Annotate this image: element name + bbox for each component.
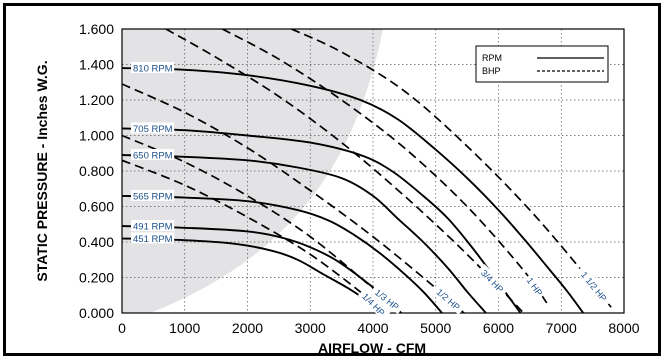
x-tick-label: 7000	[546, 320, 577, 336]
hp-label-background	[357, 287, 391, 321]
series-line-705-rpm	[122, 127, 522, 313]
hp-label-background	[523, 272, 547, 300]
tick-labels: 0 1000 2000 3000 4000 5000 6000 7000 8000 0.000 0.…	[79, 21, 640, 336]
series-line-565-rpm	[122, 194, 443, 313]
series-line-810-rpm	[122, 67, 584, 313]
series-line-1-hp	[222, 29, 550, 307]
y-tick-label: 0.000	[79, 305, 114, 321]
hp-label-background	[476, 263, 510, 297]
rpm-label-background	[131, 122, 175, 134]
x-tick-label: 2000	[232, 320, 263, 336]
legend: RPM BHP	[475, 45, 609, 83]
x-tick-label: 3000	[295, 320, 326, 336]
y-tick-label: 1.400	[79, 57, 114, 73]
series-lines	[122, 29, 613, 313]
legend-label-rpm: RPM	[482, 53, 502, 63]
hp-label-background	[370, 283, 405, 315]
x-tick-label: 5000	[420, 320, 451, 336]
x-tick-label: 4000	[357, 320, 388, 336]
y-tick-label: 0.400	[79, 234, 114, 250]
rpm-label-background	[131, 232, 175, 244]
y-tick-label: 0.600	[79, 199, 114, 215]
series-line-1-3-hp	[122, 134, 405, 313]
y-tick-label: 1.600	[79, 21, 114, 37]
plot-border	[121, 28, 625, 314]
rpm-label-background	[131, 62, 175, 74]
hp-label-background	[576, 264, 614, 308]
rpm-label-background	[131, 189, 175, 201]
y-axis-title: STATIC PRESSURE - Inches W.G.	[34, 60, 50, 281]
rpm-label-background	[131, 220, 175, 232]
x-tick-label: 1000	[169, 320, 200, 336]
y-tick-label: 0.800	[79, 163, 114, 179]
rpm-label-491-rpm: 491 RPM	[133, 222, 173, 233]
rpm-label-451-rpm: 451 RPM	[133, 234, 173, 245]
rpm-label-705-rpm: 705 RPM	[133, 124, 173, 135]
x-axis-title: AIRFLOW - CFM	[318, 340, 426, 356]
hp-label-background	[431, 283, 466, 315]
y-tick-label: 1.000	[79, 128, 114, 144]
rpm-label-650-rpm: 650 RPM	[133, 151, 173, 162]
x-tick-label: 0	[118, 320, 126, 336]
x-tick-label: 8000	[608, 320, 639, 336]
series-line-650-rpm	[122, 154, 487, 313]
rpm-label-565-rpm: 565 RPM	[133, 191, 173, 202]
series-line-3-4-hp	[165, 29, 525, 313]
y-tick-label: 0.200	[79, 270, 114, 286]
legend-label-bhp: BHP	[482, 66, 501, 76]
series-line-1-2-hp	[122, 83, 465, 313]
x-tick-label: 6000	[483, 320, 514, 336]
rpm-label-810-rpm: 810 RPM	[133, 64, 173, 75]
rpm-label-background	[131, 149, 175, 161]
y-tick-label: 1.200	[79, 92, 114, 108]
